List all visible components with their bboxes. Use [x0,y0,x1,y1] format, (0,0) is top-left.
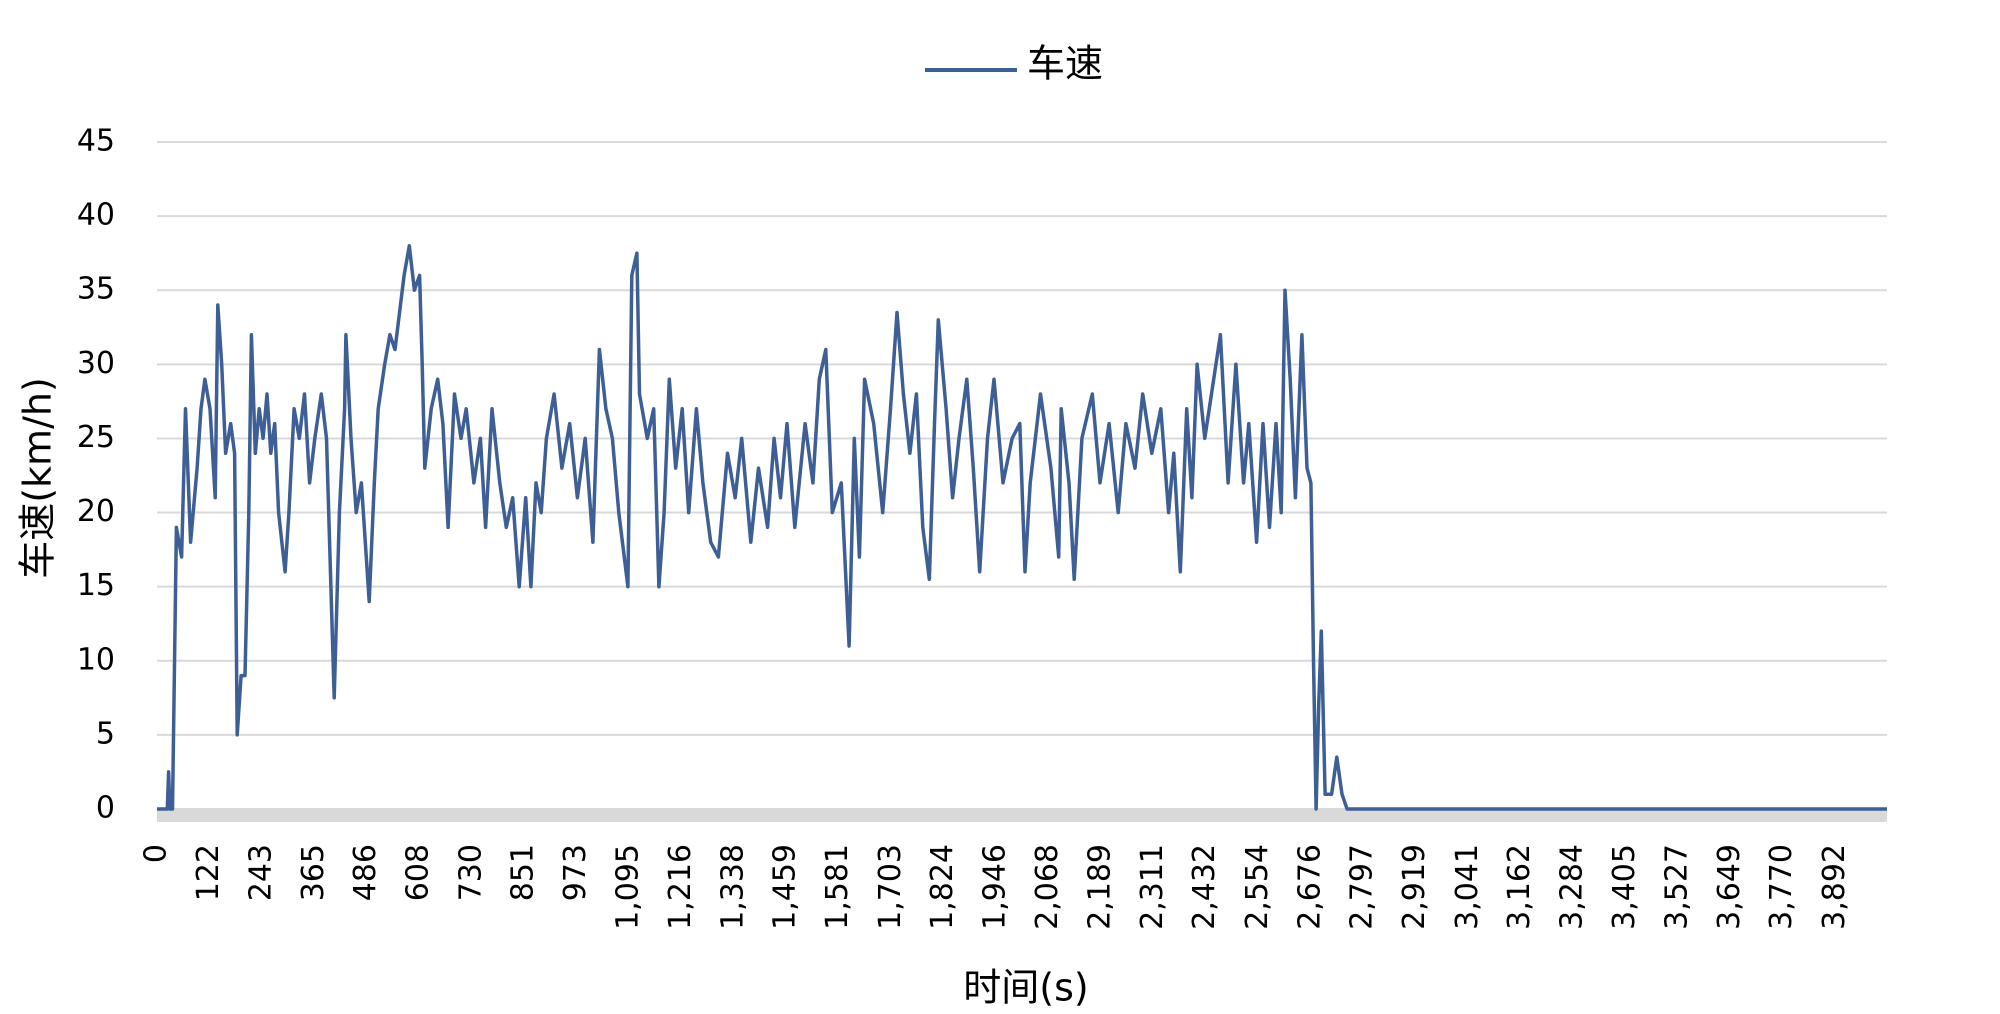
x-axis-band [157,809,1887,822]
x-tick-label: 2,676 [1292,844,1327,930]
x-tick-label: 973 [558,844,593,901]
x-tick-label: 0 [139,844,174,863]
x-tick-label: 1,216 [663,844,698,930]
x-tick-label: 2,554 [1240,844,1275,930]
x-tick-label: 2,432 [1187,844,1222,930]
x-tick-label: 2,311 [1135,844,1170,930]
x-tick-label: 3,770 [1764,844,1799,930]
x-tick-label: 1,095 [611,844,646,930]
x-tick-label: 3,041 [1450,844,1485,930]
x-tick-label: 1,824 [925,844,960,930]
x-tick-label: 851 [505,844,540,901]
x-tick-label: 3,405 [1607,844,1642,930]
x-tick-label: 122 [191,844,226,901]
y-tick-label: 0 [96,791,115,826]
x-tick-label: 486 [348,844,383,901]
y-tick-label: 30 [77,346,115,381]
series-line [157,244,1887,811]
y-tick-label: 35 [77,272,115,307]
x-tick-label: 243 [243,844,278,901]
x-tick-label: 3,162 [1502,844,1537,930]
y-tick-label: 15 [77,568,115,603]
y-tick-label: 10 [77,642,115,677]
y-tick-label: 40 [77,198,115,233]
y-axis-title: 车速(km/h) [16,377,60,579]
x-tick-label: 1,703 [873,844,908,930]
y-tick-label: 25 [77,420,115,455]
x-tick-label: 2,919 [1397,844,1432,930]
x-tick-label: 2,068 [1030,844,1065,930]
x-tick-label: 2,797 [1345,844,1380,930]
x-tick-label: 3,284 [1555,844,1590,930]
x-tick-label: 730 [453,844,488,901]
x-tick-label: 1,459 [768,844,803,930]
x-tick-label: 2,189 [1082,844,1117,930]
x-axis-title: 时间(s) [963,966,1088,1010]
y-tick-label: 45 [77,124,115,159]
x-tick-label: 3,649 [1712,844,1747,930]
x-tick-label: 1,581 [820,844,855,930]
y-tick-label: 20 [77,494,115,529]
legend-label: 车速 [1027,42,1103,86]
x-tick-label: 1,946 [978,844,1013,930]
y-tick-label: 5 [96,716,115,751]
x-tick-label: 3,892 [1817,844,1852,930]
x-tick-label: 365 [296,844,331,901]
x-tick-label: 1,338 [715,844,750,930]
x-tick-label: 608 [401,844,436,901]
x-tick-label: 3,527 [1659,844,1694,930]
